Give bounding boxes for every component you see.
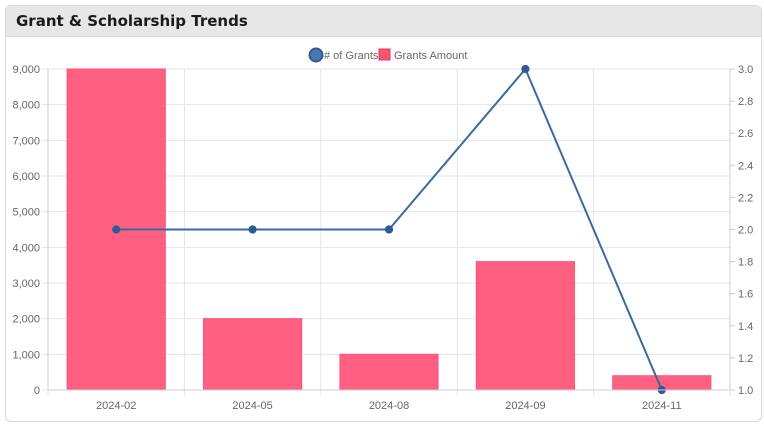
x-tick-label: 2024-11 xyxy=(642,400,682,412)
right-tick-label: 2.4 xyxy=(738,160,753,172)
line-point xyxy=(521,64,530,74)
left-tick-label: 3,000 xyxy=(12,278,40,290)
bar xyxy=(339,353,439,391)
right-tick-label: 2.2 xyxy=(738,192,753,204)
bar xyxy=(202,318,303,391)
left-tick-label: 6,000 xyxy=(12,171,40,183)
right-tick-label: 2.0 xyxy=(738,225,753,237)
left-tick-label: 7,000 xyxy=(12,135,40,147)
line-point xyxy=(248,225,257,234)
x-tick-label: 2024-08 xyxy=(369,400,409,412)
legend-label-grants-amount: Grants Amount xyxy=(394,50,467,62)
right-tick-label: 1.8 xyxy=(738,257,753,269)
left-tick-label: 4,000 xyxy=(12,242,40,254)
legend-swatch-line xyxy=(308,47,324,63)
right-tick-label: 2.6 xyxy=(738,128,753,140)
card-title: Grant & Scholarship Trends xyxy=(16,12,248,30)
legend-label-grants-count: # of Grants xyxy=(324,50,379,62)
card-header: Grant & Scholarship Trends xyxy=(6,6,761,37)
bar xyxy=(475,261,576,391)
right-tick-label: 1.0 xyxy=(738,385,753,397)
line-point xyxy=(384,225,394,234)
left-tick-label: 9,000 xyxy=(12,64,40,76)
x-tick-label: 2024-02 xyxy=(96,400,136,412)
left-tick-label: 8,000 xyxy=(12,100,40,112)
left-tick-label: 5,000 xyxy=(12,207,40,219)
right-tick-label: 3.0 xyxy=(738,64,753,76)
x-tick-label: 2024-05 xyxy=(232,400,272,412)
right-tick-label: 2.8 xyxy=(738,96,753,108)
right-tick-label: 1.6 xyxy=(738,289,753,301)
right-tick-label: 1.4 xyxy=(738,321,753,333)
right-tick-label: 1.2 xyxy=(738,353,753,365)
legend-swatch-bar xyxy=(378,48,391,61)
left-tick-label: 1,000 xyxy=(12,349,40,361)
left-tick-label: 2,000 xyxy=(12,314,40,326)
line-point xyxy=(112,225,121,234)
x-tick-label: 2024-09 xyxy=(505,400,545,412)
left-tick-label: 0 xyxy=(34,385,40,397)
